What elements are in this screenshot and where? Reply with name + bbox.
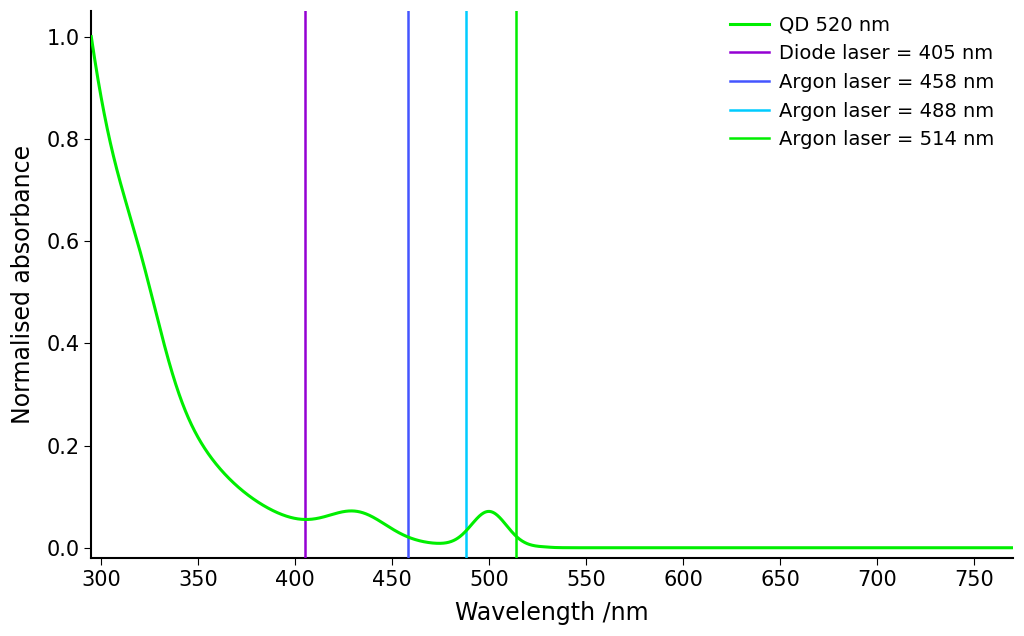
QD 520 nm (1007, 544, 1019, 551)
QD 520 nm (85, 33, 97, 41)
QD 520 nm (438, 539, 451, 547)
QD 520 nm (890, 544, 902, 551)
X-axis label: Wavelength /nm: Wavelength /nm (456, 601, 649, 625)
QD 520 nm (988, 544, 1000, 551)
Line: QD 520 nm: QD 520 nm (91, 37, 1013, 548)
Legend: QD 520 nm, Diode laser = 405 nm, Argon laser = 458 nm, Argon laser = 488 nm, Arg: QD 520 nm, Diode laser = 405 nm, Argon l… (730, 15, 994, 149)
Y-axis label: Normalised absorbance: Normalised absorbance (11, 145, 35, 424)
QD 520 nm (190, 431, 203, 438)
QD 520 nm (245, 494, 257, 501)
QD 520 nm (478, 509, 490, 516)
